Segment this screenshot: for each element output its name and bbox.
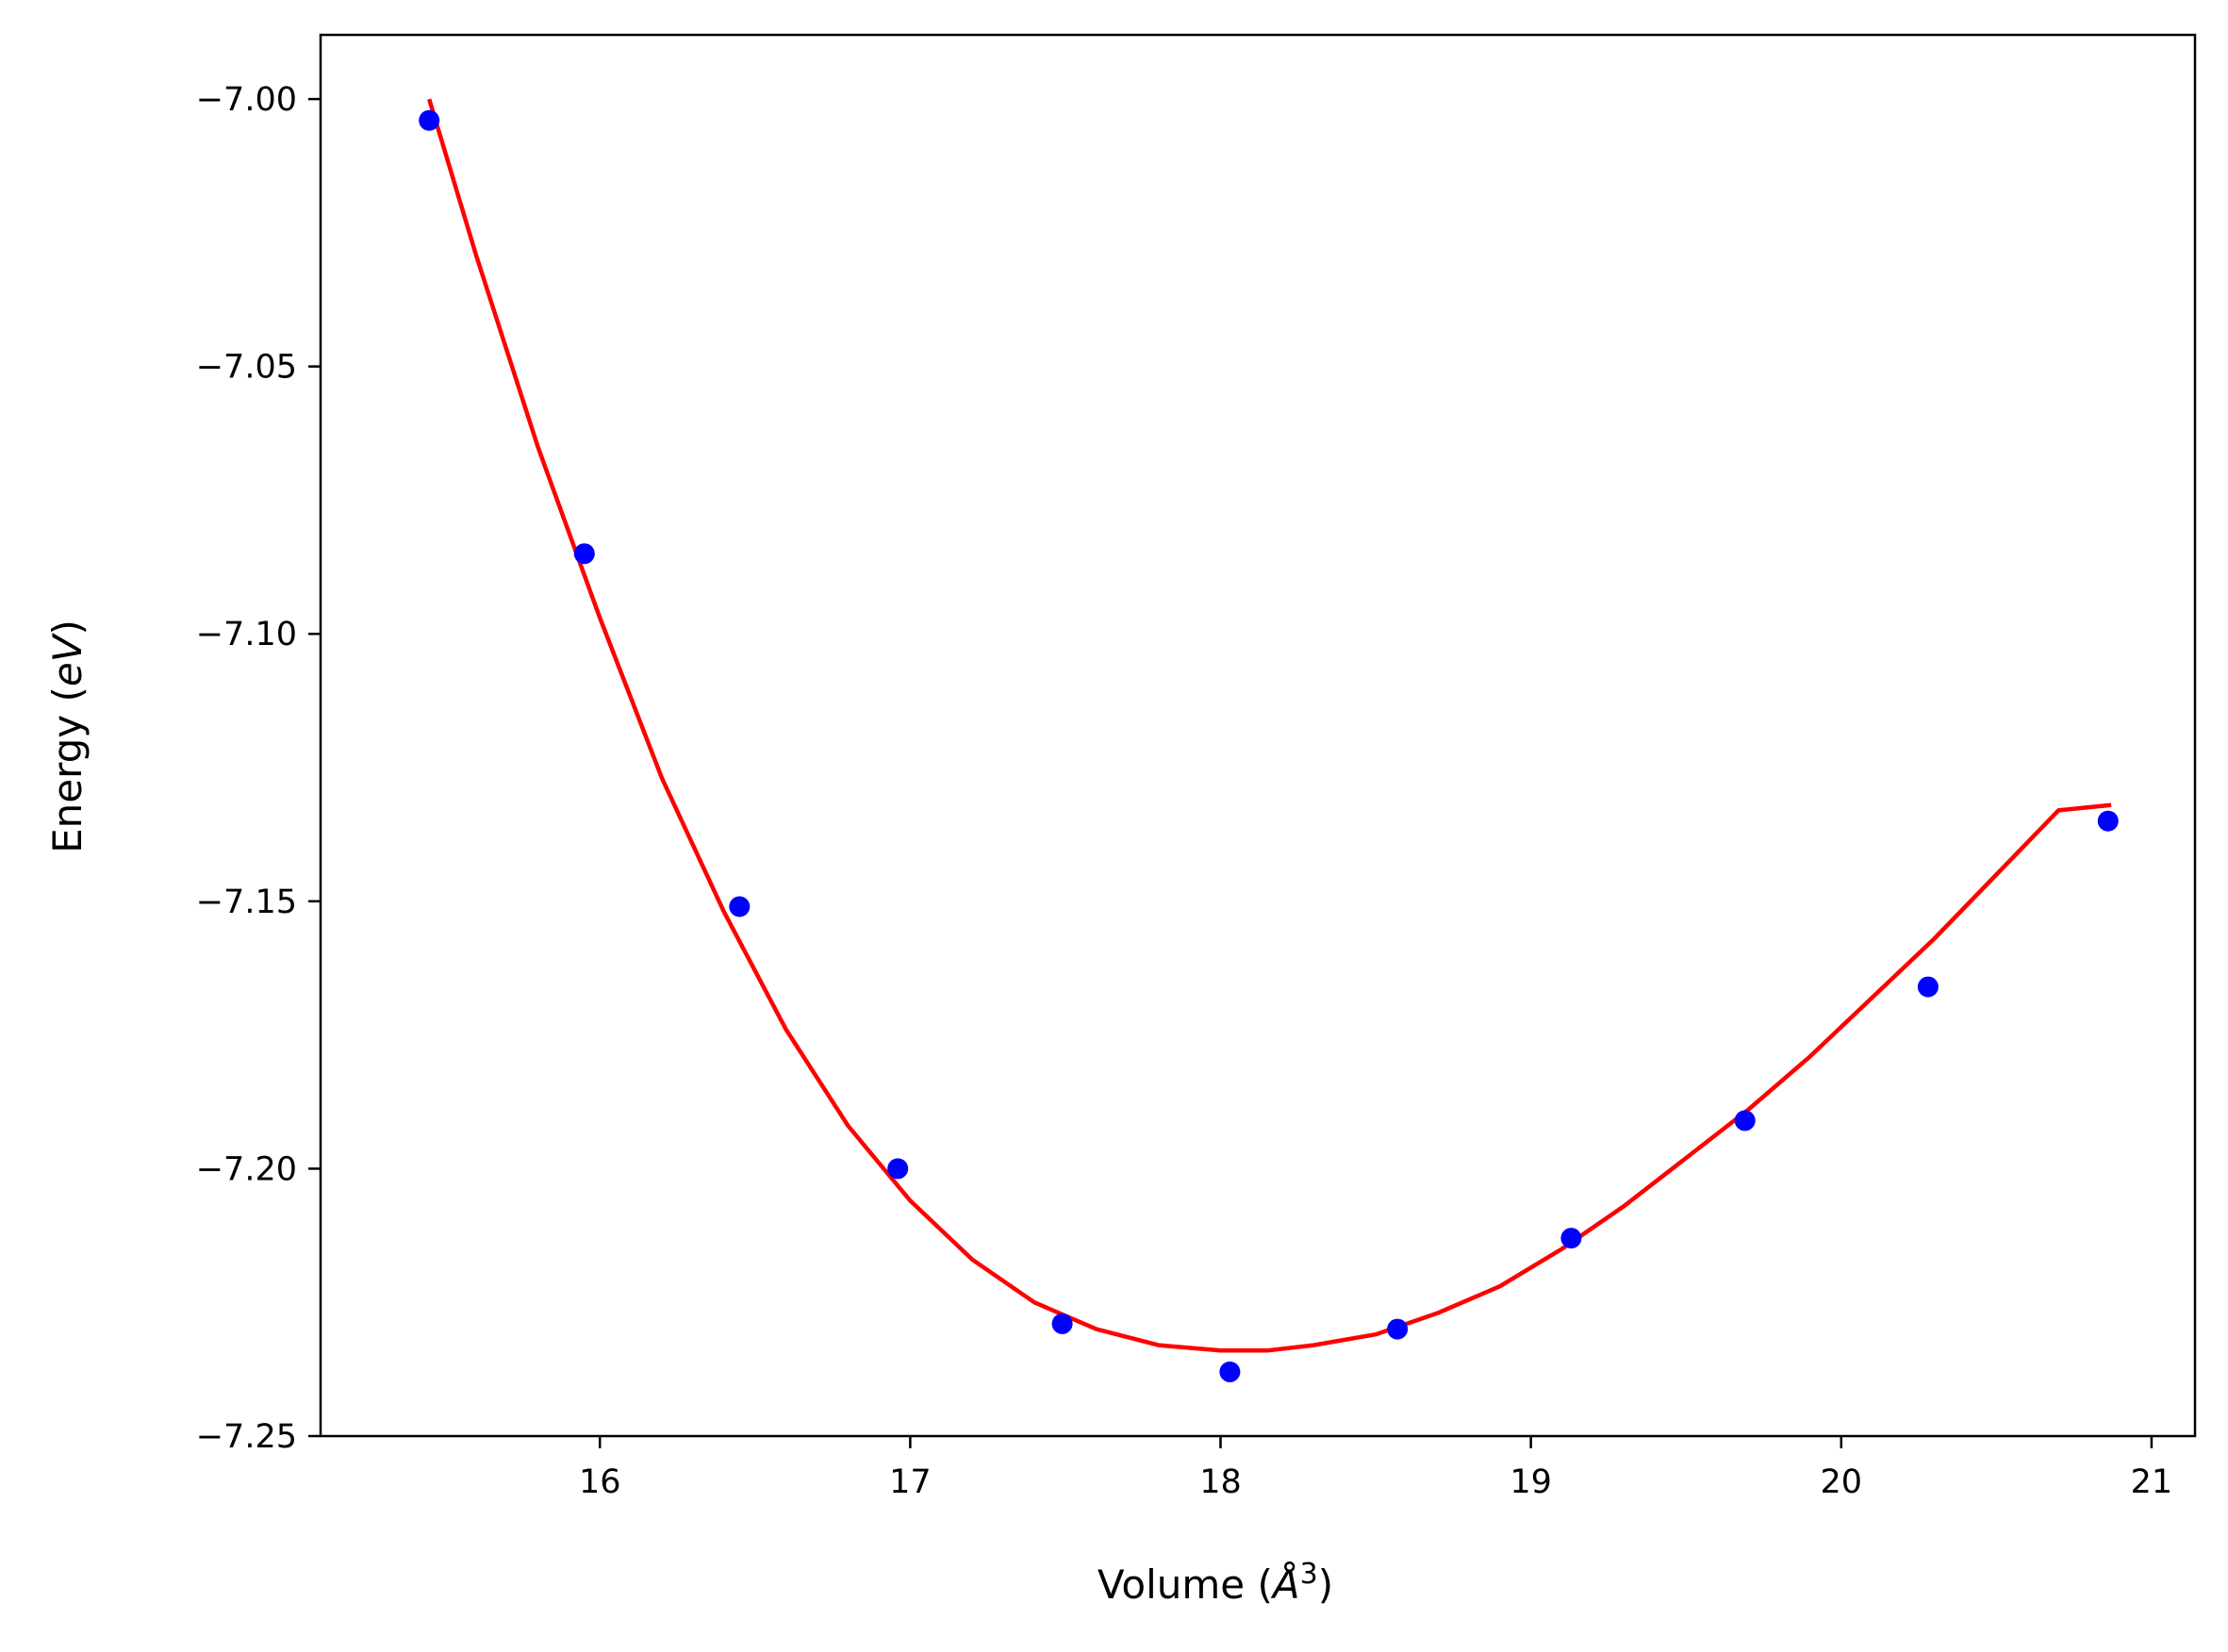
y-axis-title: Energy (eV) <box>44 620 91 853</box>
axes-border <box>319 33 2197 1438</box>
data-point <box>1387 1318 1409 1340</box>
fit-curve-line <box>427 98 2112 1353</box>
y-axis-title-close: ) <box>44 620 91 635</box>
x-axis-title: Volume (Å3) <box>1097 1558 1333 1608</box>
y-tick-label: −7.20 <box>196 1150 297 1188</box>
x-axis-title-text: Volume ( <box>1097 1561 1273 1608</box>
x-tick-label: 16 <box>579 1463 621 1501</box>
data-point <box>1560 1228 1582 1249</box>
x-axis-title-unit: Å <box>1270 1561 1300 1608</box>
x-tick-label: 21 <box>2131 1463 2173 1501</box>
y-axis-ticks: −7.00 −7.05 −7.10 −7.15 −7.20 −7.25 <box>196 81 321 1456</box>
x-tick-label: 17 <box>889 1463 932 1501</box>
data-point <box>1917 976 1939 998</box>
x-axis-title-superscript: 3 <box>1300 1558 1318 1591</box>
x-axis-title-close: ) <box>1318 1561 1333 1608</box>
y-tick-label: −7.10 <box>196 616 297 653</box>
data-point <box>1734 1110 1756 1132</box>
y-axis-title-text: Energy ( <box>44 686 91 853</box>
x-axis-ticks: 16 17 18 19 20 21 <box>579 1436 2172 1501</box>
axes-frame <box>319 33 2197 1438</box>
plot-area <box>419 98 2119 1382</box>
y-tick-label: −7.05 <box>196 349 297 387</box>
data-point <box>573 543 595 565</box>
data-point <box>887 1158 909 1180</box>
x-tick-label: 20 <box>1821 1463 1863 1501</box>
y-axis-title-unit: eV <box>44 632 91 686</box>
x-tick-label: 19 <box>1510 1463 1552 1501</box>
data-point <box>419 109 440 131</box>
data-point <box>1219 1361 1241 1382</box>
data-point <box>1051 1313 1073 1334</box>
data-point <box>2097 810 2119 832</box>
y-tick-label: −7.15 <box>196 884 297 921</box>
y-tick-label: −7.25 <box>196 1418 297 1456</box>
x-tick-label: 18 <box>1199 1463 1242 1501</box>
data-point <box>729 896 751 917</box>
y-tick-label: −7.00 <box>196 81 297 119</box>
